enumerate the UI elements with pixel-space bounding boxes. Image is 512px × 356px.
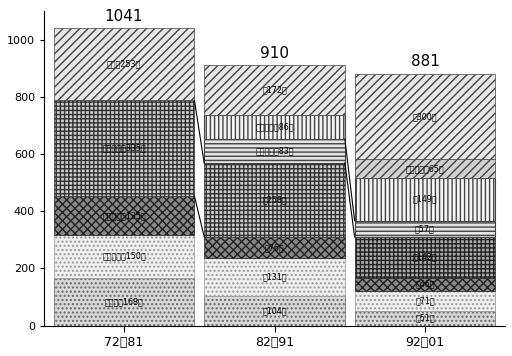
Bar	[355, 311, 495, 326]
Bar	[355, 221, 495, 237]
Text: （172）: （172）	[262, 85, 287, 94]
Bar	[204, 139, 345, 163]
Text: （300）: （300）	[413, 112, 437, 121]
Text: 导装涂覆（65）: 导装涂覆（65）	[406, 164, 444, 173]
Text: 摩擦粉体（335）: 摩擦粉体（335）	[102, 143, 146, 153]
Bar	[355, 278, 495, 291]
Text: 传送带（168）: 传送带（168）	[104, 297, 143, 306]
Bar	[355, 237, 495, 278]
Text: （258）: （258）	[262, 195, 287, 204]
Text: （57）: （57）	[415, 224, 435, 233]
Bar	[204, 296, 345, 326]
Bar	[54, 278, 195, 326]
Bar	[204, 237, 345, 258]
Text: 881: 881	[411, 54, 439, 69]
Bar	[204, 258, 345, 296]
Text: 流动液体（150）: 流动液体（150）	[102, 252, 146, 261]
Bar	[54, 28, 195, 100]
Text: （104）: （104）	[262, 306, 287, 315]
Text: （51）: （51）	[415, 314, 435, 323]
Bar	[355, 74, 495, 159]
Bar	[54, 196, 195, 235]
Text: 1041: 1041	[105, 9, 143, 23]
Text: 静电衣服（86）: 静电衣服（86）	[255, 122, 294, 131]
Text: 910: 910	[260, 46, 289, 61]
Text: （142）: （142）	[413, 253, 437, 262]
Text: 嘴出气体（135）: 嘴出气体（135）	[102, 211, 146, 220]
Text: （71）: （71）	[415, 297, 435, 305]
Text: 其它（253）: 其它（253）	[107, 59, 141, 69]
Bar	[204, 66, 345, 115]
Bar	[355, 291, 495, 311]
Text: （149）: （149）	[413, 195, 437, 204]
Text: （76）: （76）	[265, 243, 284, 252]
Bar	[54, 100, 195, 196]
Text: 静电涂装（83）: 静电涂装（83）	[255, 147, 294, 156]
Bar	[204, 163, 345, 237]
Text: （131）: （131）	[262, 273, 287, 282]
Bar	[355, 178, 495, 221]
Bar	[204, 115, 345, 139]
Bar	[355, 159, 495, 178]
Bar	[54, 235, 195, 278]
Text: （46）: （46）	[415, 280, 435, 289]
